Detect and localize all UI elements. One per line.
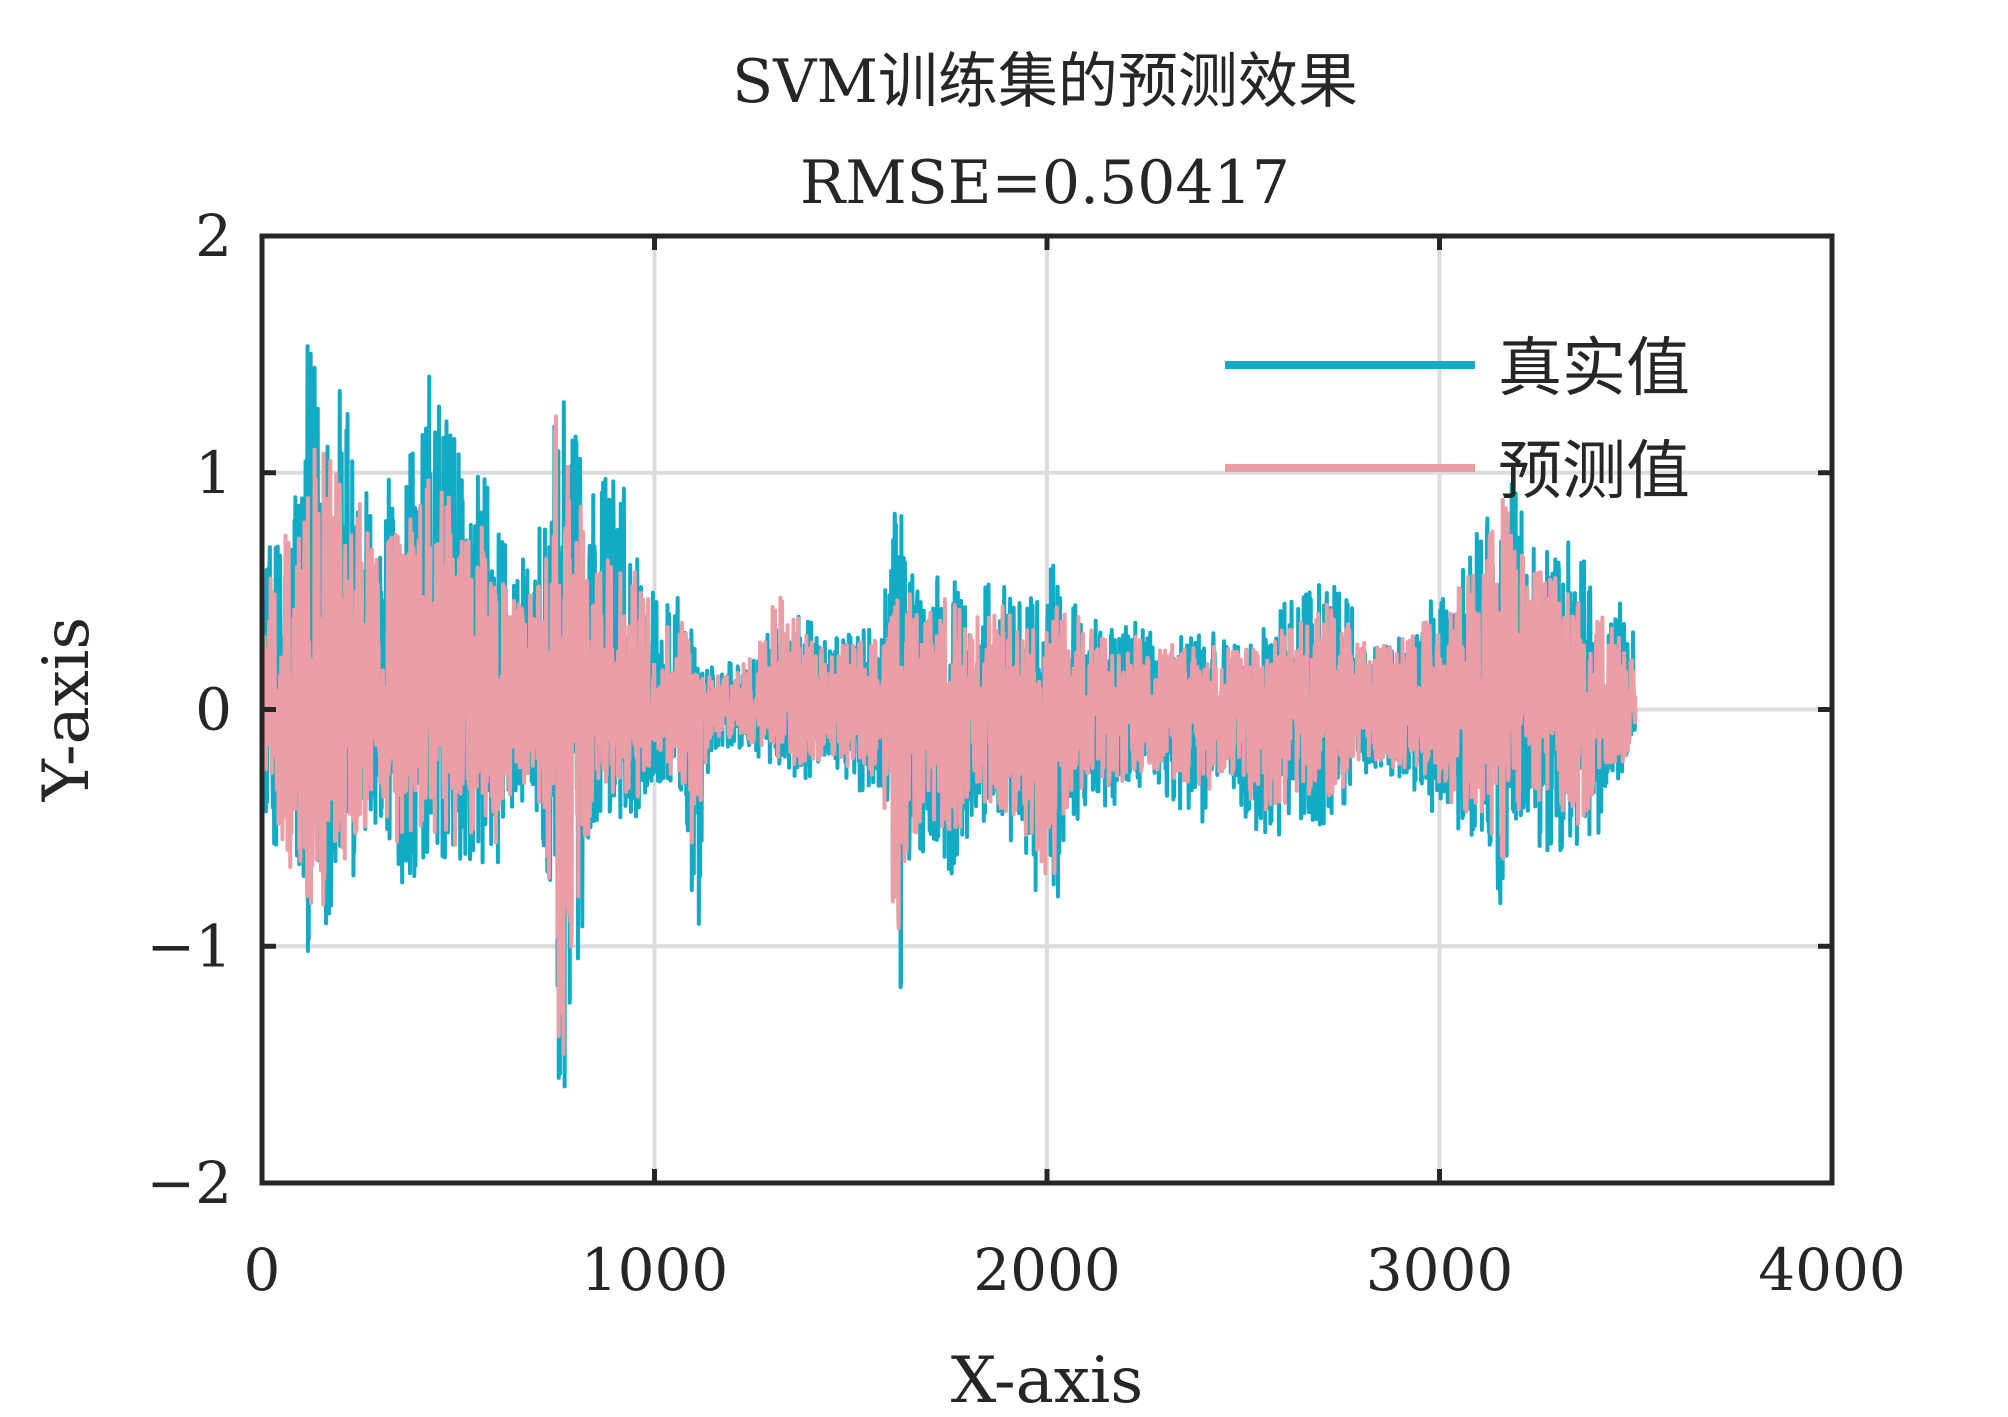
x-tick-label: 0 bbox=[244, 1236, 281, 1304]
y-tick-labels: −2 −1 0 1 2 bbox=[147, 202, 233, 1217]
x-tick-label: 2000 bbox=[973, 1236, 1121, 1304]
y-tick-label: 2 bbox=[195, 202, 232, 270]
y-tick-label: 0 bbox=[195, 676, 232, 744]
series-line-pred bbox=[260, 414, 1638, 1056]
y-tick-label: −1 bbox=[147, 912, 233, 980]
y-tick-label: 1 bbox=[195, 439, 232, 507]
x-tick-label: 1000 bbox=[581, 1236, 729, 1304]
chart-subtitle: RMSE=0.50417 bbox=[800, 148, 1290, 218]
plot-area bbox=[260, 344, 1638, 1089]
x-tick-label: 4000 bbox=[1758, 1236, 1906, 1304]
chart-title: SVM训练集的预测效果 bbox=[732, 47, 1358, 117]
x-tick-label: 3000 bbox=[1366, 1236, 1514, 1304]
legend-label-true: 真实值 bbox=[1498, 332, 1690, 406]
x-axis-label: X-axis bbox=[951, 1344, 1143, 1417]
y-tick-label: −2 bbox=[147, 1149, 233, 1217]
axes-box bbox=[259, 233, 1835, 1186]
legend-label-pred: 预测值 bbox=[1498, 435, 1690, 509]
y-axis-label: Y-axis bbox=[30, 617, 104, 802]
legend: 真实值 预测值 bbox=[1225, 332, 1690, 509]
x-tick-labels: 0 1000 2000 3000 4000 bbox=[244, 1236, 1906, 1304]
